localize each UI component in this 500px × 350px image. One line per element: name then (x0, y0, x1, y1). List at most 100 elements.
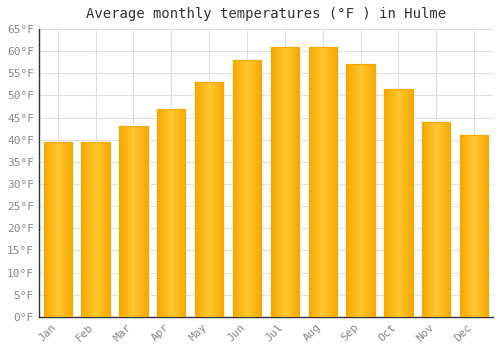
Bar (392, 89, 394, 317)
Bar (364, 64, 366, 317)
Bar (446, 122, 448, 317)
Bar (208, 82, 209, 317)
Bar (48, 142, 49, 317)
Bar (105, 142, 106, 317)
Bar (486, 135, 488, 317)
Bar (160, 109, 161, 317)
Bar (424, 122, 425, 317)
Bar (128, 126, 130, 317)
Bar (195, 82, 224, 317)
Bar (442, 122, 443, 317)
Bar (443, 122, 444, 317)
Bar (334, 47, 335, 317)
Bar (181, 109, 182, 317)
Bar (372, 64, 373, 317)
Bar (473, 135, 474, 317)
Bar (368, 64, 369, 317)
Bar (86, 142, 87, 317)
Bar (437, 122, 438, 317)
Bar (82, 142, 84, 317)
Bar (427, 122, 428, 317)
Bar (137, 126, 138, 317)
Bar (238, 60, 240, 317)
Bar (64, 142, 66, 317)
Bar (389, 89, 390, 317)
Bar (102, 142, 103, 317)
Bar (180, 109, 181, 317)
Bar (66, 142, 67, 317)
Bar (87, 142, 88, 317)
Bar (84, 142, 85, 317)
Bar (146, 126, 148, 317)
Bar (460, 135, 461, 317)
Bar (349, 64, 350, 317)
Bar (403, 89, 404, 317)
Bar (143, 126, 144, 317)
Bar (51, 142, 52, 317)
Bar (422, 122, 450, 317)
Bar (332, 47, 333, 317)
Bar (283, 47, 284, 317)
Bar (233, 60, 261, 317)
Bar (44, 142, 72, 317)
Bar (119, 126, 148, 317)
Bar (478, 135, 479, 317)
Bar (390, 89, 391, 317)
Bar (445, 122, 446, 317)
Bar (331, 47, 332, 317)
Bar (56, 142, 57, 317)
Title: Average monthly temperatures (°F ) in Hulme: Average monthly temperatures (°F ) in Hu… (86, 7, 446, 21)
Bar (286, 47, 287, 317)
Bar (409, 89, 410, 317)
Bar (136, 126, 137, 317)
Bar (55, 142, 56, 317)
Bar (432, 122, 434, 317)
Bar (384, 89, 412, 317)
Bar (422, 122, 450, 317)
Bar (314, 47, 315, 317)
Bar (287, 47, 288, 317)
Bar (434, 122, 436, 317)
Bar (245, 60, 246, 317)
Bar (440, 122, 441, 317)
Bar (175, 109, 176, 317)
Bar (109, 142, 110, 317)
Bar (384, 89, 412, 317)
Bar (157, 109, 158, 317)
Bar (91, 142, 92, 317)
Bar (140, 126, 141, 317)
Bar (404, 89, 405, 317)
Bar (170, 109, 172, 317)
Bar (460, 135, 488, 317)
Bar (161, 109, 162, 317)
Bar (353, 64, 354, 317)
Bar (317, 47, 318, 317)
Bar (119, 126, 120, 317)
Bar (352, 64, 353, 317)
Bar (71, 142, 72, 317)
Bar (163, 109, 164, 317)
Bar (367, 64, 368, 317)
Bar (402, 89, 403, 317)
Bar (308, 47, 337, 317)
Bar (312, 47, 313, 317)
Bar (246, 60, 247, 317)
Bar (216, 82, 218, 317)
Bar (423, 122, 424, 317)
Bar (464, 135, 466, 317)
Bar (394, 89, 396, 317)
Bar (100, 142, 102, 317)
Bar (85, 142, 86, 317)
Bar (328, 47, 330, 317)
Bar (210, 82, 211, 317)
Bar (172, 109, 173, 317)
Bar (405, 89, 406, 317)
Bar (177, 109, 178, 317)
Bar (251, 60, 252, 317)
Bar (204, 82, 206, 317)
Bar (202, 82, 203, 317)
Bar (326, 47, 328, 317)
Bar (370, 64, 371, 317)
Bar (173, 109, 174, 317)
Bar (212, 82, 213, 317)
